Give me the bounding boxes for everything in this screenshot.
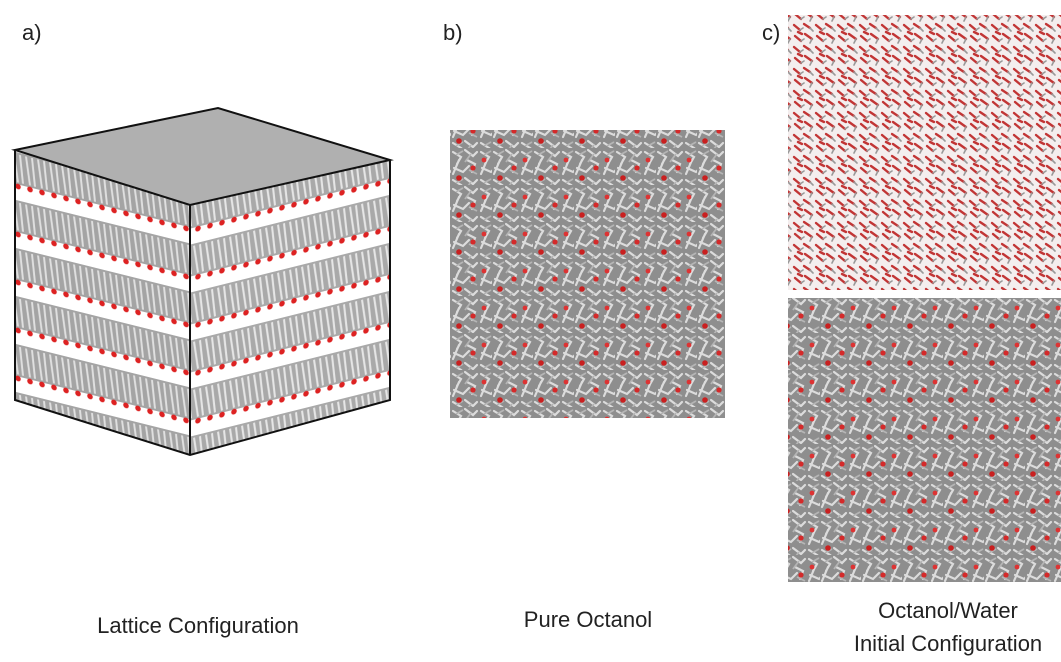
cube-side xyxy=(190,160,390,455)
panel-label: a) xyxy=(22,20,42,45)
panel-b-image xyxy=(450,130,725,418)
panel-label: c) xyxy=(762,20,780,45)
panel-c-water xyxy=(788,15,1061,290)
caption: Pure Octanol xyxy=(524,607,652,632)
figure: a) b) c) Lattice Configuration Pure Octa… xyxy=(0,0,1061,662)
caption: Initial Configuration xyxy=(854,631,1042,656)
panel-a xyxy=(15,108,390,455)
panel-label: b) xyxy=(443,20,463,45)
caption: Lattice Configuration xyxy=(97,613,299,638)
panel-c-octanol xyxy=(788,298,1061,582)
caption: Octanol/Water xyxy=(878,598,1018,623)
